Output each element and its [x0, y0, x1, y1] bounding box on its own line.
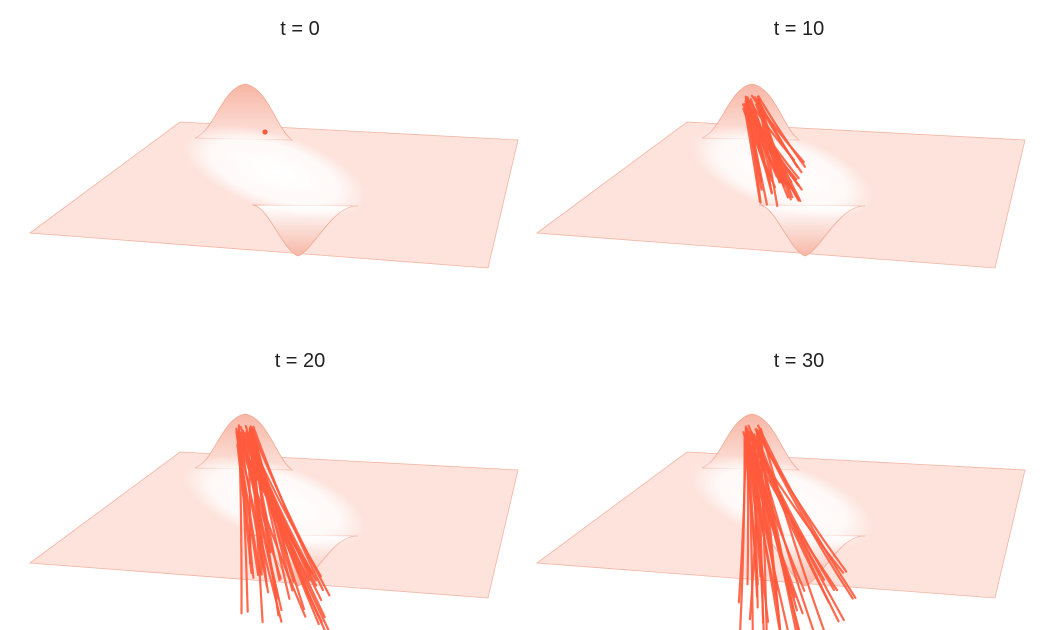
surface-plot [527, 10, 1047, 300]
surface-plot [20, 340, 540, 630]
surface-plot [527, 340, 1047, 630]
panel-t20: t = 20 [20, 340, 540, 630]
figure: t = 0 t = 10 t = 20 t = 30 [0, 0, 1062, 610]
surface-plot [20, 10, 540, 300]
panel-t30: t = 30 [527, 340, 1047, 630]
trajectory-start-point [262, 129, 267, 134]
trajectory-group [262, 129, 267, 134]
panel-t10: t = 10 [527, 10, 1047, 300]
panel-t0: t = 0 [20, 10, 540, 300]
